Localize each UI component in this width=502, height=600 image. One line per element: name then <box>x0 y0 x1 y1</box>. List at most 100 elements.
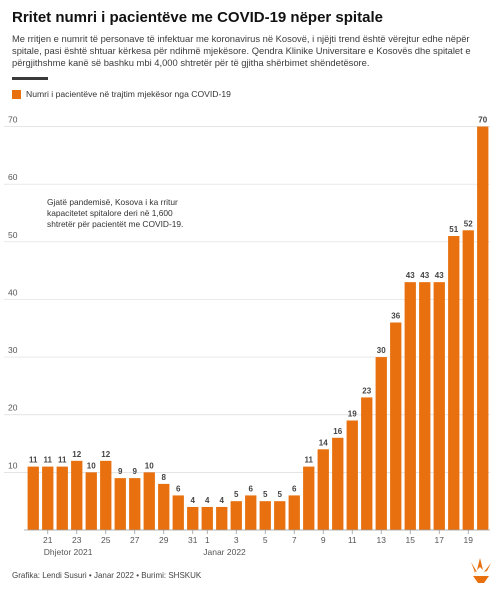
bar <box>477 126 489 531</box>
title-divider <box>12 77 48 80</box>
legend-swatch <box>12 89 21 99</box>
bar <box>230 501 242 530</box>
chart-title: Rritet numri i pacientëve me COVID-19 në… <box>12 9 383 26</box>
bar <box>462 230 474 530</box>
annotation-text: Gjatë pandemisë, Kosova i ka rritur <box>47 197 178 207</box>
bar <box>42 466 54 530</box>
bar-value-label: 19 <box>348 409 357 418</box>
annotation-text: kapacitetet spitalore deri në 1,600 <box>47 208 173 218</box>
month-label: Janar 2022 <box>203 547 246 557</box>
bar-value-label: 5 <box>234 490 239 499</box>
x-tick-label: 31 <box>188 535 198 545</box>
bar <box>201 506 213 530</box>
bar-value-label: 6 <box>176 484 181 493</box>
bar-value-label: 5 <box>278 490 283 499</box>
bar-value-label: 10 <box>87 461 96 470</box>
bar <box>143 472 155 530</box>
bar <box>259 501 271 530</box>
bar <box>274 501 286 530</box>
bar-value-label: 6 <box>292 484 297 493</box>
x-tick-label: 25 <box>101 535 111 545</box>
x-tick-label: 17 <box>435 535 445 545</box>
bar <box>100 460 112 530</box>
bar-value-label: 12 <box>72 450 81 459</box>
chart-subtitle: Me rritjen e numrit të personave të infe… <box>12 33 471 69</box>
bar-value-label: 43 <box>406 271 415 280</box>
x-tick-label: 11 <box>348 535 357 545</box>
bar-value-label: 16 <box>333 427 342 436</box>
y-tick-label: 30 <box>8 345 18 355</box>
bar-value-label: 11 <box>44 456 53 465</box>
bar-value-label: 36 <box>391 312 400 321</box>
x-tick-label: 27 <box>130 535 140 545</box>
bar-value-label: 6 <box>249 484 254 493</box>
bar <box>448 236 460 530</box>
bar <box>346 420 358 530</box>
bar-value-label: 43 <box>435 271 444 280</box>
bar <box>158 483 170 530</box>
x-tick-label: 23 <box>72 535 82 545</box>
x-tick-label: 3 <box>234 535 239 545</box>
bar-value-label: 5 <box>263 490 268 499</box>
bar <box>288 495 300 530</box>
bar-value-label: 11 <box>305 456 314 465</box>
y-tick-label: 70 <box>8 115 18 125</box>
bar <box>332 437 344 530</box>
bar-value-label: 14 <box>319 438 328 447</box>
bar-value-label: 9 <box>133 467 138 476</box>
bar-value-label: 12 <box>101 450 110 459</box>
bar <box>71 460 83 530</box>
y-tick-label: 10 <box>8 460 18 470</box>
bar-value-label: 4 <box>205 496 210 505</box>
x-tick-label: 19 <box>464 535 474 545</box>
y-tick-label: 60 <box>8 172 18 182</box>
bar <box>390 322 402 530</box>
bar <box>27 466 39 530</box>
x-tick-label: 13 <box>377 535 387 545</box>
x-tick-label: 9 <box>321 535 326 545</box>
bar <box>419 282 431 530</box>
bar-value-label: 11 <box>29 456 38 465</box>
y-tick-label: 50 <box>8 230 18 240</box>
bar-value-label: 8 <box>162 473 167 482</box>
bar-value-label: 4 <box>220 496 225 505</box>
month-label: Dhjetor 2021 <box>44 547 93 557</box>
bar <box>245 495 257 530</box>
bar <box>404 282 416 530</box>
y-tick-label: 40 <box>8 287 18 297</box>
x-tick-label: 21 <box>43 535 53 545</box>
bar-value-label: 10 <box>145 461 154 470</box>
bar <box>433 282 445 530</box>
bar <box>172 495 184 530</box>
bar-value-label: 52 <box>464 219 473 228</box>
bar <box>303 466 315 530</box>
bar <box>56 466 68 530</box>
bar-value-label: 70 <box>478 116 487 125</box>
bar-value-label: 43 <box>420 271 429 280</box>
bar <box>85 472 97 530</box>
x-tick-label: 29 <box>159 535 169 545</box>
bar <box>375 357 387 530</box>
bar <box>216 506 228 530</box>
bar-value-label: 51 <box>449 225 458 234</box>
bar <box>187 506 199 530</box>
footer-credit: Grafika: Lendi Susuri • Janar 2022 • Bur… <box>12 571 202 580</box>
bar-value-label: 9 <box>118 467 123 476</box>
bar-value-label: 11 <box>58 456 67 465</box>
annotation-text: shtretër për pacientët me COVID-19. <box>47 219 183 229</box>
x-tick-label: 1 <box>205 535 210 545</box>
y-tick-label: 20 <box>8 403 18 413</box>
x-tick-label: 15 <box>406 535 416 545</box>
bar-value-label: 23 <box>362 386 371 395</box>
bar <box>361 397 373 530</box>
bar <box>114 478 126 530</box>
bar <box>317 449 329 530</box>
bar-value-label: 30 <box>377 346 386 355</box>
legend: Numri i pacientëve në trajtim mjekësor n… <box>12 89 231 99</box>
x-tick-label: 5 <box>263 535 268 545</box>
bar <box>129 478 141 530</box>
rfe-rl-torch-logo-icon <box>471 558 491 583</box>
x-tick-label: 7 <box>292 535 297 545</box>
legend-label: Numri i pacientëve në trajtim mjekësor n… <box>26 89 231 99</box>
